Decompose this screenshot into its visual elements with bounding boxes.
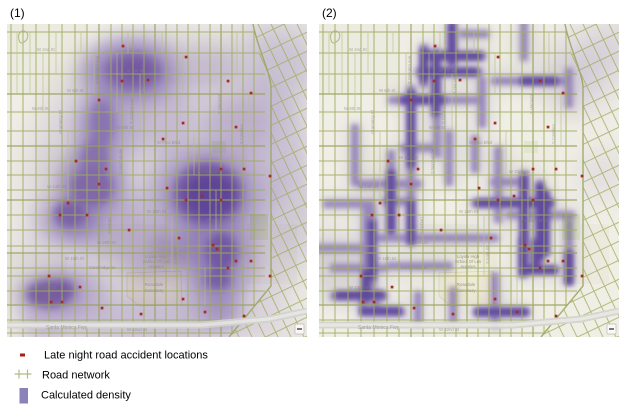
svg-text:(2): (2) xyxy=(322,6,337,20)
svg-text:Calculated density: Calculated density xyxy=(41,390,131,402)
svg-text:(1): (1) xyxy=(10,6,25,20)
svg-text:Road network: Road network xyxy=(42,370,110,382)
svg-text:Late night road accident locat: Late night road accident locations xyxy=(44,350,208,362)
